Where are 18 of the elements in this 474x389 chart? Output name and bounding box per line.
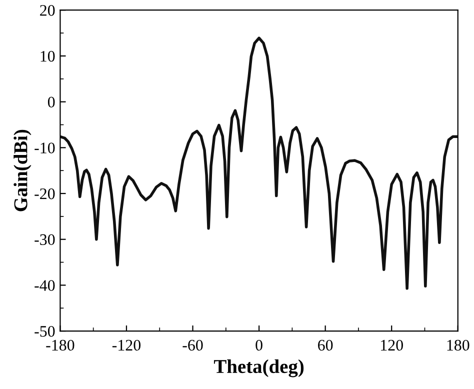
y-tick-label: -10 bbox=[34, 142, 55, 154]
x-tick-label: -120 bbox=[112, 340, 141, 351]
y-tick-label: 20 bbox=[40, 5, 55, 16]
x-tick-label: 60 bbox=[318, 340, 333, 351]
x-tick-label: -60 bbox=[182, 340, 203, 351]
x-tick-label: 120 bbox=[381, 340, 403, 351]
line-series bbox=[60, 36, 458, 290]
x-axis-title: Theta(deg) bbox=[214, 359, 304, 378]
y-tick-label: -20 bbox=[34, 188, 55, 200]
y-tick-label: 10 bbox=[40, 50, 55, 62]
y-tick-label: -30 bbox=[34, 234, 55, 246]
y-tick-label: -50 bbox=[34, 326, 55, 337]
y-tick-label: -40 bbox=[34, 280, 55, 291]
x-tick-label: -180 bbox=[46, 340, 74, 351]
y-axis-title: Gain(dBi) bbox=[14, 130, 32, 212]
y-tick-label: 0 bbox=[48, 96, 55, 108]
x-tick-label: 0 bbox=[256, 340, 262, 351]
x-tick-label: 180 bbox=[447, 340, 470, 351]
